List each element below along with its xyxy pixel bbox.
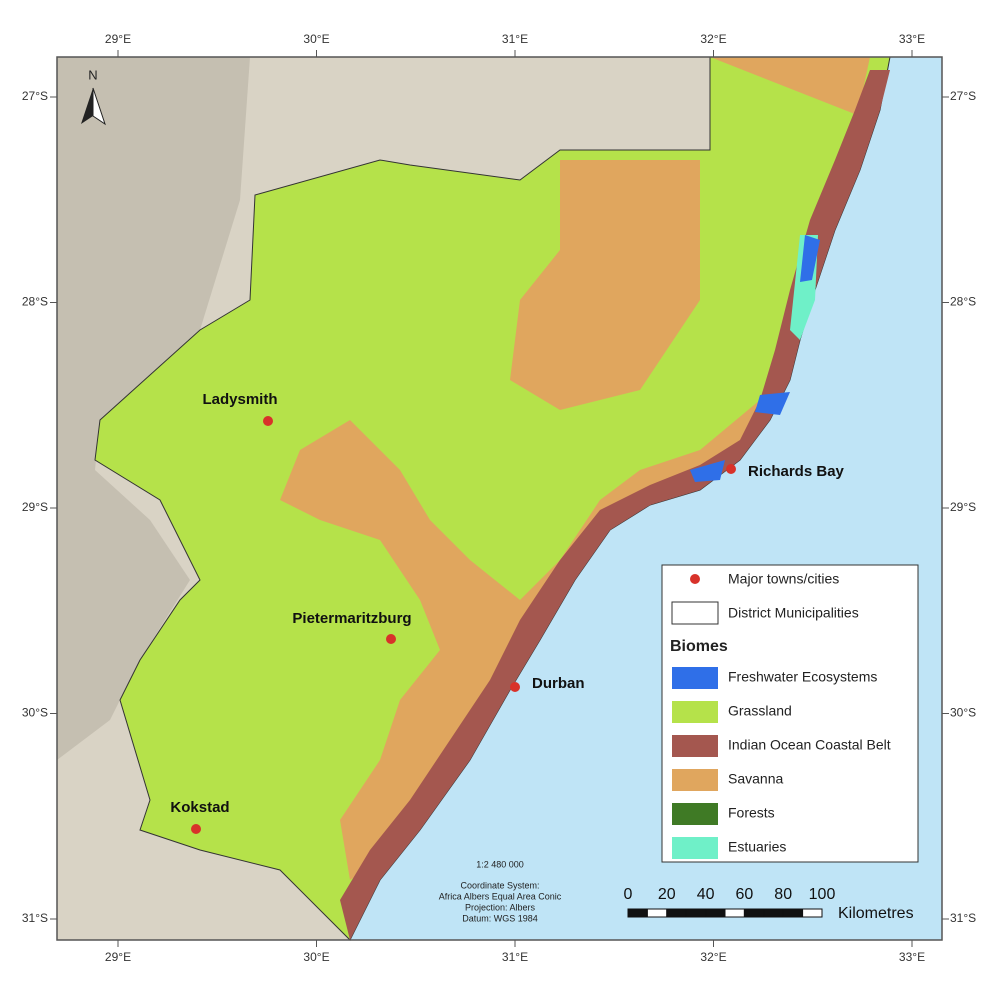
longitude-label: 30°E [303,32,329,46]
scale-text: 1:2 480 000 [476,859,524,869]
north-label: N [88,67,97,82]
scalebar-segment [666,908,687,918]
legend-swatch [672,837,718,859]
latitude-label: 29°S [950,500,976,514]
legend-swatch [672,667,718,689]
legend-swatch [672,735,718,757]
city-label: Richards Bay [748,463,845,480]
map-frame [56,56,943,941]
legend-swatch [672,769,718,791]
city-dot [263,416,273,426]
legend-label: District Municipalities [728,605,859,621]
longitude-label: 32°E [700,32,726,46]
note: Coordinate System: [460,880,539,890]
savanna [510,160,700,410]
north-arrow-right [92,87,106,126]
legend-heading: Biomes [670,638,728,655]
scalebar-segment [705,908,726,918]
note: Datum: WGS 1984 [462,913,538,923]
longitude-label: 30°E [303,950,329,964]
city-dot [510,682,520,692]
scalebar-segment [724,908,745,918]
scalebar-segment [646,908,668,918]
latitude-label: 27°S [950,89,976,103]
longitude-label: 32°E [700,950,726,964]
latitude-label: 28°S [22,295,48,309]
city-label: Kokstad [170,799,229,816]
longitude-label: 33°E [899,32,925,46]
latitude-label: 30°S [22,706,48,720]
legend-label: Indian Ocean Coastal Belt [728,737,891,753]
scalebar-segment [685,908,707,918]
scalebar-label: 0 [624,886,633,903]
legend-label: Grassland [728,703,792,719]
latitude-label: 31°S [950,911,976,925]
city-label: Ladysmith [202,391,277,408]
latitude-label: 30°S [950,706,976,720]
latitude-label: 29°S [22,500,48,514]
longitude-label: 29°E [105,32,131,46]
legend-label: Estuaries [728,839,786,855]
north-arrow [81,87,106,126]
scalebar-segment [743,908,765,918]
scalebar-label: 60 [736,886,754,903]
legend-district-symbol [671,601,719,625]
longitude-label: 31°E [502,32,528,46]
legend-swatch [672,701,718,723]
city-label: Durban [532,675,585,692]
freshwater [690,460,725,482]
scalebar-label: 80 [774,886,792,903]
legend-label: Forests [728,805,775,821]
land-relief [57,57,250,760]
city-label: Pietermaritzburg [292,610,411,627]
legend-label: Major towns/cities [728,571,839,587]
coastal-belt [340,70,890,940]
scalebar-segment [763,908,784,918]
note: Projection: Albers [465,902,536,912]
latitude-label: 31°S [22,911,48,925]
legend-label: Freshwater Ecosystems [728,669,877,685]
longitude-label: 33°E [899,950,925,964]
city-dot [386,634,396,644]
savanna [280,57,870,880]
city-dot [191,824,201,834]
longitude-label: 29°E [105,950,131,964]
scalebar-segment [802,908,823,918]
scalebar-segment [782,908,804,918]
city-dot [726,464,736,474]
legend-town-symbol [690,574,700,584]
scalebar-label: 100 [809,886,836,903]
longitude-label: 31°E [502,950,528,964]
scalebar-label: 40 [697,886,715,903]
legend-label: Savanna [728,771,783,787]
scalebar-label: 20 [658,886,676,903]
latitude-label: 28°S [950,295,976,309]
freshwater [800,235,820,282]
latitude-label: 27°S [22,89,48,103]
north-arrow-left [81,88,93,124]
note: Africa Albers Equal Area Conic [439,891,562,901]
scalebar-segment [627,908,648,918]
legend-swatch [672,803,718,825]
scalebar-unit: Kilometres [838,905,914,922]
freshwater [755,392,790,415]
